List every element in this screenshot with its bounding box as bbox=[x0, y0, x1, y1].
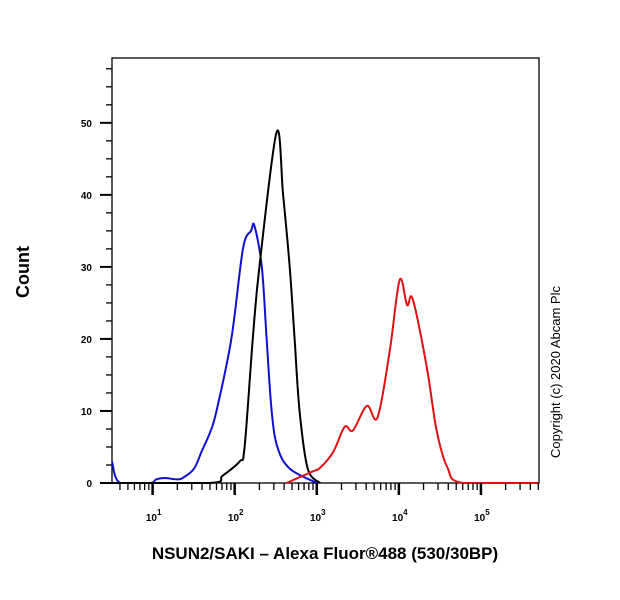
series-line-1 bbox=[111, 222, 318, 485]
x-tick-base: 10 bbox=[310, 513, 322, 524]
x-axis-label: NSUN2/SAKI – Alexa Fluor®488 (530/30BP) bbox=[152, 544, 498, 563]
y-tick-label: 40 bbox=[81, 191, 93, 202]
y-tick-label: 10 bbox=[81, 407, 93, 418]
series-line-3 bbox=[286, 277, 539, 485]
series-group bbox=[111, 129, 539, 485]
x-tick-base: 10 bbox=[474, 513, 486, 524]
x-tick-label: 102 bbox=[228, 508, 244, 524]
x-tick-exponent: 3 bbox=[321, 508, 326, 517]
series-line-2 bbox=[111, 129, 321, 485]
x-tick-base: 10 bbox=[146, 513, 158, 524]
y-tick-label: 20 bbox=[81, 335, 93, 346]
x-tick-exponent: 4 bbox=[403, 508, 408, 517]
y-axis-label: Count bbox=[13, 246, 33, 298]
x-tick-label: 103 bbox=[310, 508, 326, 524]
x-tick-base: 10 bbox=[392, 513, 404, 524]
x-tick-base: 10 bbox=[228, 513, 240, 524]
x-tick-label: 105 bbox=[474, 508, 490, 524]
x-tick-exponent: 5 bbox=[485, 508, 490, 517]
y-tick-label: 0 bbox=[86, 479, 92, 490]
plot-frame bbox=[111, 57, 540, 484]
x-tick-exponent: 2 bbox=[239, 508, 244, 517]
x-tick-label: 101 bbox=[146, 508, 162, 524]
copyright-annotation: Copyright (c) 2020 Abcam Plc bbox=[548, 286, 563, 458]
x-tick-label: 104 bbox=[392, 508, 408, 524]
x-tick-exponent: 1 bbox=[157, 508, 162, 517]
y-tick-label: 30 bbox=[81, 263, 93, 274]
y-tick-label: 50 bbox=[81, 119, 93, 130]
